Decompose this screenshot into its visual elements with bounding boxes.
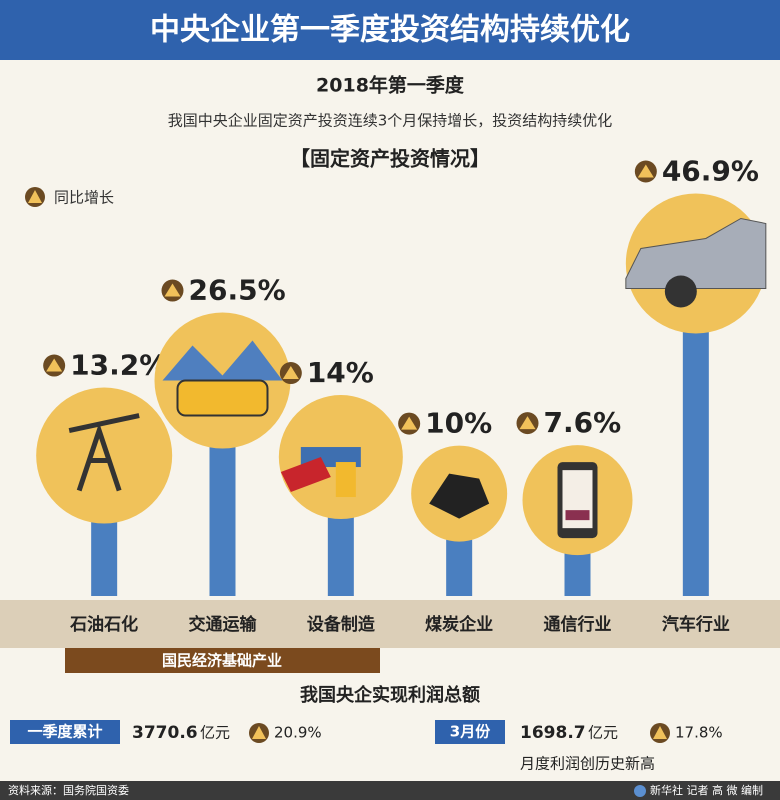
icon [664, 275, 697, 308]
growth-triangle [164, 283, 181, 297]
value-label: 46.9% [662, 154, 759, 187]
value-label: 7.6% [544, 406, 622, 439]
x-tick-label: 汽车行业 [662, 614, 730, 635]
icon [176, 379, 269, 417]
profit-title: 我国央企实现利润总额 [300, 684, 480, 706]
growth-triangle [653, 726, 667, 739]
icon-circle [36, 387, 173, 524]
logo [634, 785, 646, 797]
value-label: 14% [307, 356, 374, 389]
x-tick-label: 煤炭企业 [425, 614, 493, 635]
bar [446, 539, 473, 596]
category-band [0, 600, 780, 648]
value-label: 10% [425, 407, 492, 440]
chart-title: 【固定资产投资情况】 [290, 147, 490, 171]
period: 2018年第一季度 [316, 74, 465, 97]
footer-bar [0, 781, 780, 800]
growth-triangle [252, 726, 266, 739]
source: 资料来源：国务院国资委 [8, 783, 129, 797]
subtitle: 我国中央企业固定资产投资连续3个月保持增长，投资结构持续优化 [168, 112, 613, 130]
x-tick-label: 石油石化 [69, 614, 138, 635]
value-label: 13.2% [70, 349, 167, 382]
title-bar [0, 0, 780, 60]
credit: 新华社 记者 高 微 编制 [650, 783, 763, 797]
profit-note: 月度利润创历史新高 [520, 755, 655, 773]
tag-box [10, 720, 120, 744]
x-tick-label: 交通运输 [189, 614, 258, 635]
bar [209, 446, 236, 596]
tag: 3月份 [450, 723, 491, 741]
amount: 1698.7 [520, 723, 586, 743]
amount: 3770.6 [132, 723, 198, 743]
legend-triangle [28, 190, 42, 203]
bar [682, 331, 709, 596]
growth-triangle [519, 416, 536, 430]
icon [625, 217, 767, 289]
group-label: 国民经济基础产业 [162, 652, 282, 670]
icon [68, 413, 140, 492]
x-tick-label: 通信行业 [544, 614, 612, 635]
icon [429, 473, 490, 519]
growth-triangle [282, 366, 299, 380]
unit: 亿元 [588, 724, 618, 742]
x-tick-label: 设备制造 [307, 614, 376, 635]
icon [335, 462, 356, 498]
growth-triangle [46, 358, 63, 372]
icon [565, 510, 590, 521]
bar [327, 517, 354, 596]
growth: 17.8% [675, 724, 723, 742]
bar [91, 521, 118, 596]
legend-label: 同比增长 [54, 189, 114, 207]
growth: 20.9% [274, 724, 322, 742]
growth-triangle [637, 164, 654, 178]
bar [564, 553, 591, 596]
tag-box [435, 720, 505, 744]
value-label: 26.5% [189, 274, 286, 307]
icon [162, 340, 283, 381]
title: 中央企业第一季度投资结构持续优化 [150, 13, 630, 48]
group-band [65, 648, 380, 673]
tag: 一季度累计 [27, 723, 102, 741]
growth-triangle [401, 416, 418, 430]
unit: 亿元 [200, 724, 230, 742]
icon [280, 457, 331, 493]
